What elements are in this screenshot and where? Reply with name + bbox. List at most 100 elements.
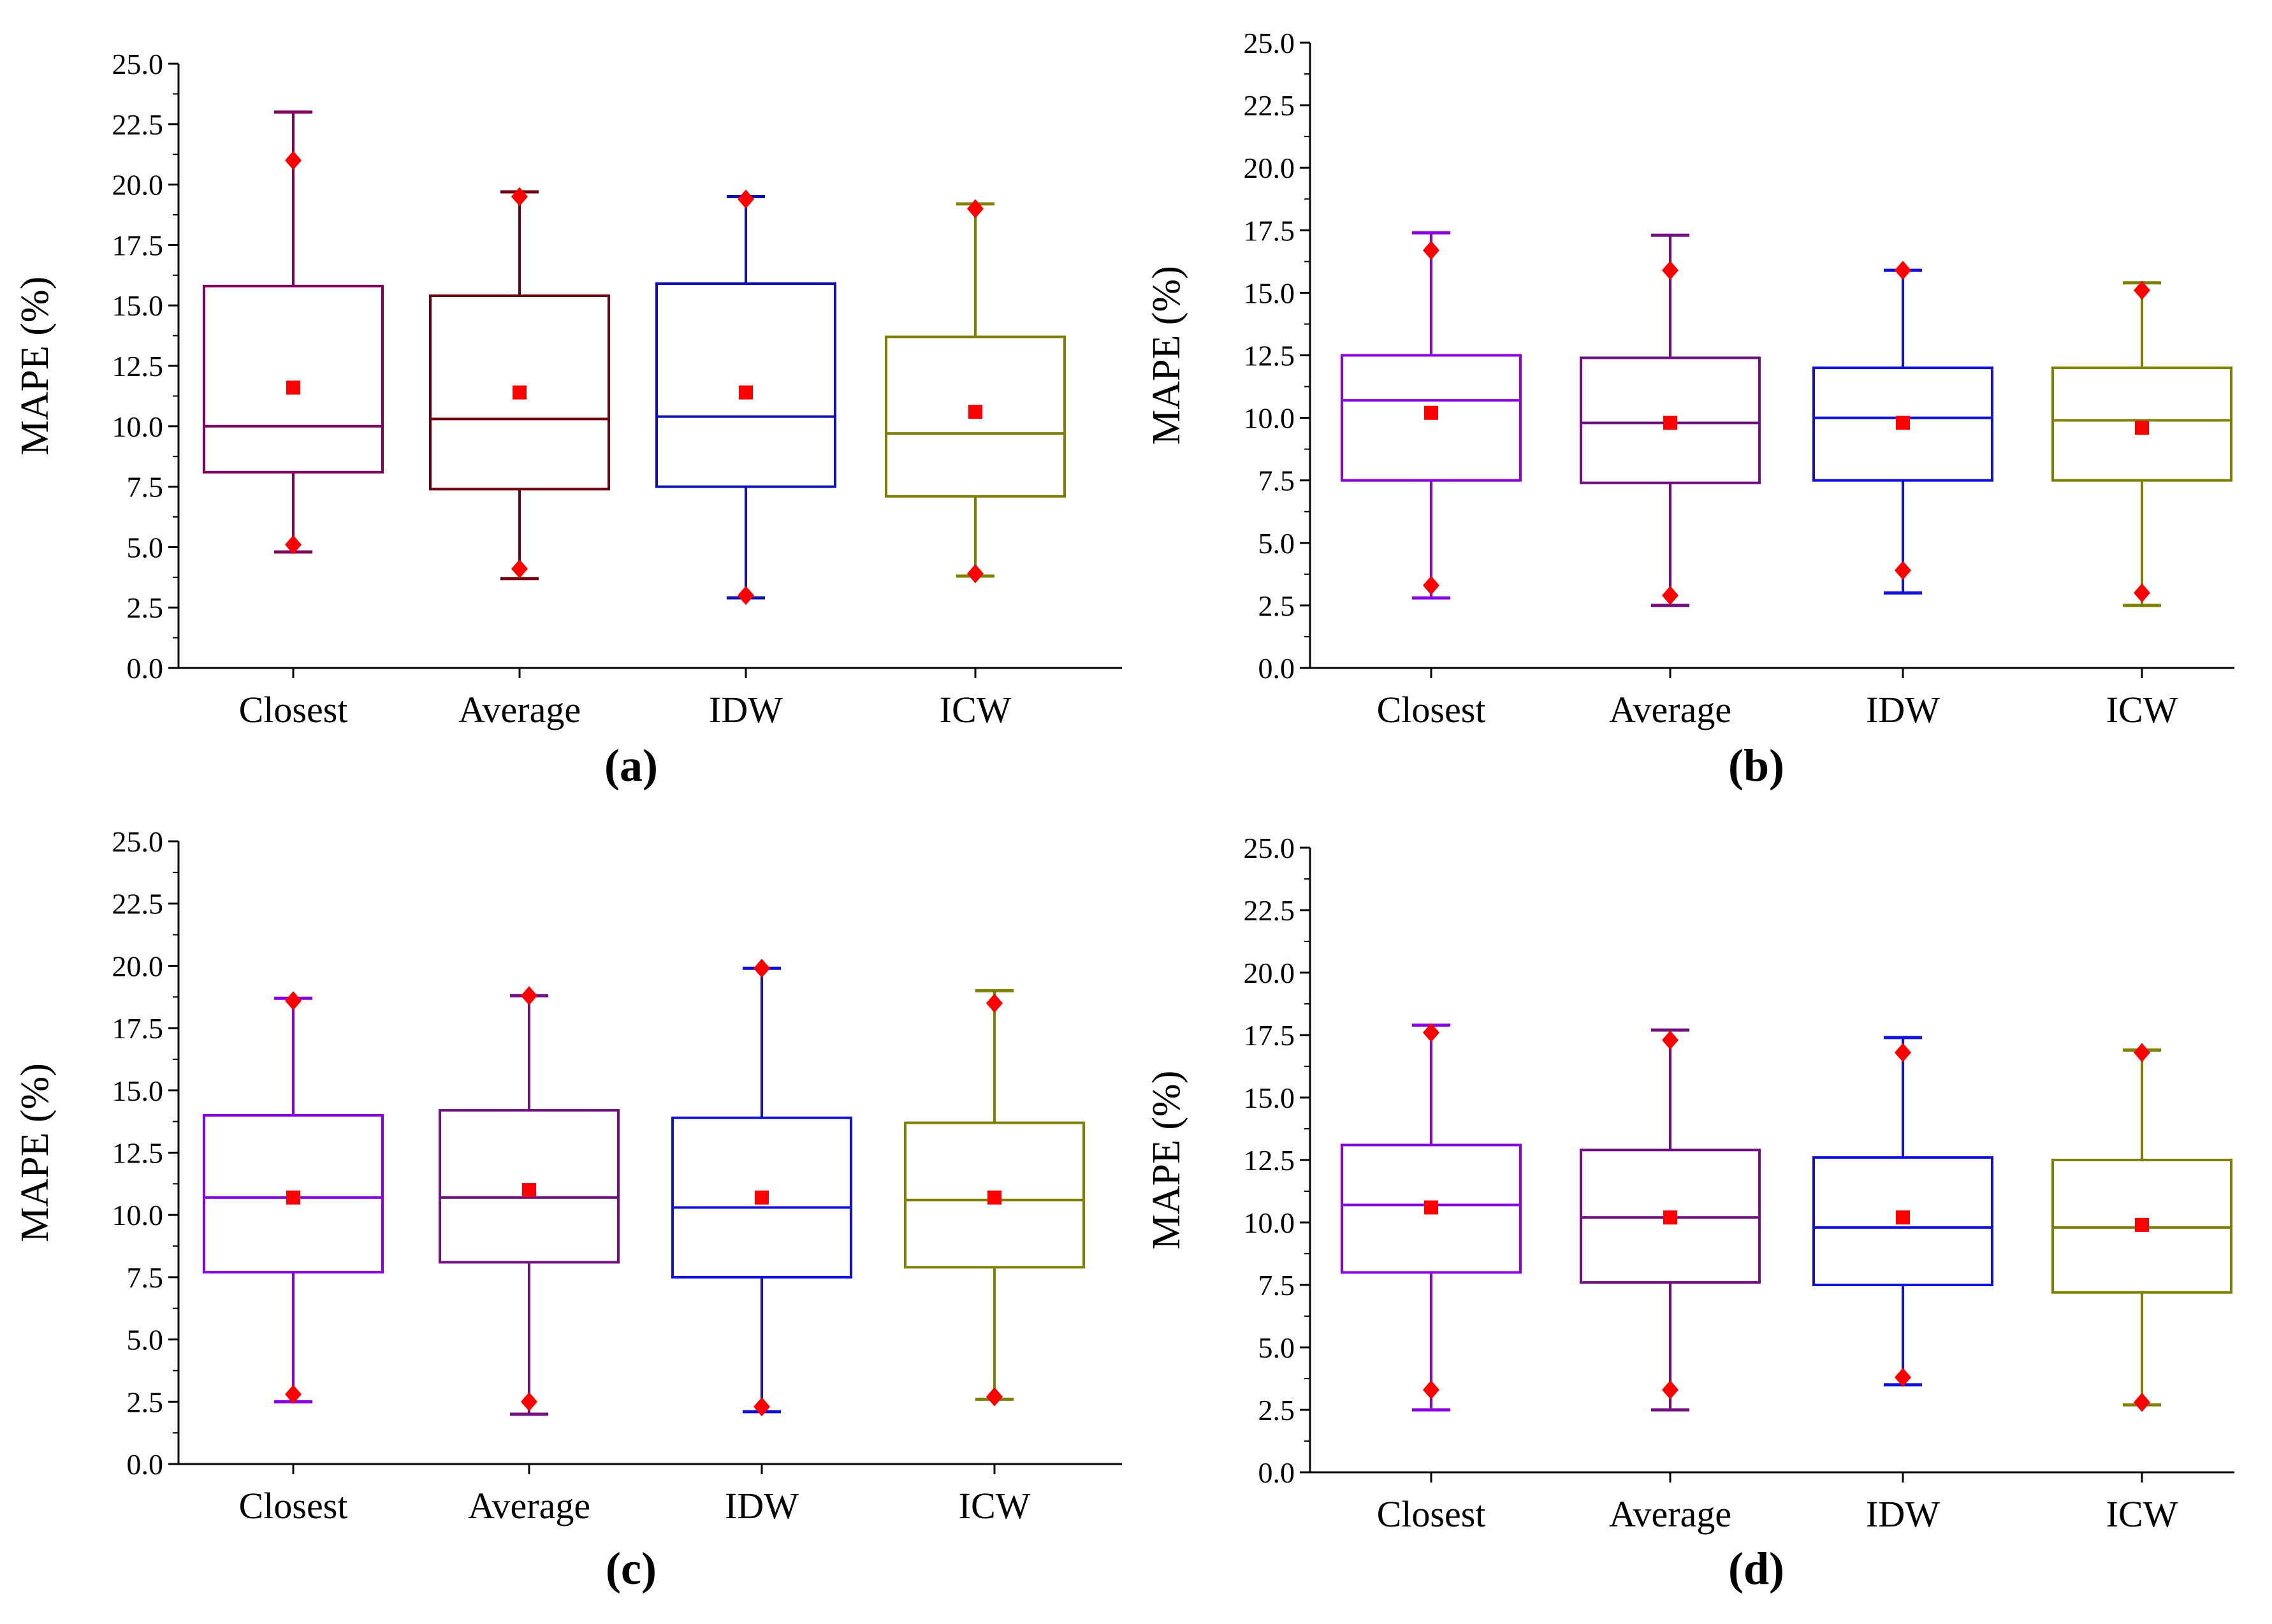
min-marker bbox=[1662, 586, 1679, 605]
max-marker bbox=[1662, 261, 1679, 280]
min-marker bbox=[986, 1387, 1003, 1407]
max-marker bbox=[2134, 1043, 2150, 1062]
y-tick-label: 2.5 bbox=[127, 591, 164, 624]
box-idw: IDW bbox=[655, 189, 836, 730]
y-tick-label: 20.0 bbox=[112, 950, 164, 982]
x-tick-label: IDW bbox=[1866, 689, 1940, 730]
min-marker bbox=[511, 559, 528, 579]
y-tick-label: 20.0 bbox=[1244, 957, 1295, 989]
iqr-box bbox=[1812, 1156, 1993, 1286]
y-tick-label: 0.0 bbox=[1258, 652, 1295, 685]
y-tick-label: 7.5 bbox=[127, 471, 164, 504]
min-marker bbox=[1423, 1380, 1439, 1400]
x-tick-label: Average bbox=[468, 1485, 590, 1526]
iqr-box bbox=[1580, 356, 1761, 484]
x-tick-label: Closest bbox=[239, 689, 348, 730]
box-closest: Closest bbox=[203, 110, 384, 730]
panel-label: (a) bbox=[604, 740, 658, 791]
iqr-box bbox=[429, 294, 610, 491]
box-closest: Closest bbox=[1341, 231, 1522, 730]
y-tick-label: 10.0 bbox=[112, 1199, 164, 1231]
iqr-box bbox=[904, 1121, 1085, 1269]
mean-marker bbox=[739, 385, 753, 400]
x-tick-label: Closest bbox=[1377, 689, 1486, 730]
max-marker bbox=[285, 150, 302, 170]
max-marker bbox=[1895, 261, 1911, 280]
iqr-box bbox=[1341, 1143, 1522, 1274]
panel-c: 0.0 2.5 5.0 7.5 10.0 12.5 15.0 17.5 20.0 22.5 25.0… bbox=[13, 825, 1122, 1594]
max-marker bbox=[1895, 1043, 1911, 1062]
panel-label: (c) bbox=[606, 1543, 657, 1594]
x-tick-label: ICW bbox=[2106, 689, 2178, 730]
min-marker bbox=[2134, 583, 2150, 603]
panel-label: (d) bbox=[1728, 1543, 1784, 1594]
mean-marker bbox=[1663, 416, 1677, 430]
x-tick-label: IDW bbox=[709, 689, 783, 730]
y-tick-label: 22.5 bbox=[112, 108, 164, 141]
box-average: Average bbox=[439, 986, 620, 1526]
y-tick-label: 7.5 bbox=[1258, 465, 1295, 497]
max-marker bbox=[986, 994, 1003, 1013]
iqr-box bbox=[203, 1113, 384, 1274]
box-average: Average bbox=[1580, 1028, 1761, 1535]
iqr-box bbox=[439, 1109, 620, 1264]
y-tick-label: 25.0 bbox=[112, 825, 164, 858]
y-tick-label: 17.5 bbox=[1244, 1019, 1295, 1052]
x-tick-label: ICW bbox=[959, 1485, 1031, 1526]
y-tick-label: 10.0 bbox=[1244, 1207, 1295, 1239]
y-axis-title: MAPE (%) bbox=[1145, 1071, 1188, 1250]
box-average: Average bbox=[429, 187, 610, 730]
mean-marker bbox=[513, 385, 527, 400]
iqr-box bbox=[1341, 354, 1522, 482]
min-marker bbox=[1423, 576, 1439, 595]
iqr-box bbox=[203, 284, 384, 474]
max-marker bbox=[738, 189, 754, 209]
y-tick-label: 20.0 bbox=[112, 169, 164, 201]
y-tick-label: 17.5 bbox=[112, 1012, 164, 1045]
x-tick-label: Average bbox=[1609, 1493, 1731, 1535]
x-tick-label: Closest bbox=[239, 1485, 348, 1526]
x-tick-label: Average bbox=[1609, 689, 1731, 730]
max-marker bbox=[2134, 280, 2150, 300]
y-tick-label: 12.5 bbox=[112, 350, 164, 382]
y-tick-label: 5.0 bbox=[1258, 1331, 1295, 1364]
y-tick-label: 17.5 bbox=[112, 229, 164, 261]
max-marker bbox=[285, 991, 302, 1011]
min-marker bbox=[1895, 560, 1911, 580]
y-tick-label: 5.0 bbox=[127, 531, 164, 563]
max-marker bbox=[967, 199, 984, 219]
y-tick-label: 12.5 bbox=[1244, 340, 1295, 372]
max-marker bbox=[754, 959, 770, 978]
x-tick-label: Average bbox=[458, 689, 581, 730]
y-tick-label: 12.5 bbox=[112, 1137, 164, 1170]
y-tick-label: 10.0 bbox=[112, 410, 164, 443]
max-marker bbox=[511, 187, 528, 207]
iqr-box bbox=[671, 1116, 852, 1279]
y-tick-label: 12.5 bbox=[1244, 1144, 1295, 1177]
max-marker bbox=[1423, 240, 1439, 260]
y-tick-label: 2.5 bbox=[127, 1386, 164, 1418]
panel-a: 0.0 2.5 5.0 7.5 10.0 12.5 15.0 17.5 20.0 22.5 25.0… bbox=[13, 48, 1122, 791]
y-tick-label: 25.0 bbox=[1244, 832, 1295, 864]
y-tick-label: 2.5 bbox=[1258, 1394, 1295, 1426]
iqr-box bbox=[885, 335, 1066, 498]
box-idw: IDW bbox=[1812, 1036, 1993, 1535]
mean-marker bbox=[1424, 1200, 1438, 1215]
min-marker bbox=[285, 1384, 302, 1404]
min-marker bbox=[738, 586, 754, 605]
mean-marker bbox=[1896, 1210, 1910, 1225]
y-tick-label: 0.0 bbox=[1258, 1456, 1295, 1489]
y-tick-label: 7.5 bbox=[1258, 1269, 1295, 1301]
min-marker bbox=[1662, 1380, 1679, 1400]
x-tick-label: IDW bbox=[1866, 1493, 1940, 1535]
y-tick-label: 17.5 bbox=[1244, 214, 1295, 247]
box-icw: ICW bbox=[2051, 1043, 2232, 1535]
y-tick-label: 7.5 bbox=[127, 1261, 164, 1294]
box-idw: IDW bbox=[1812, 261, 1993, 730]
max-marker bbox=[1662, 1030, 1679, 1050]
y-tick-label: 2.5 bbox=[1258, 590, 1295, 622]
max-marker bbox=[1423, 1023, 1439, 1043]
y-axis-title: MAPE (%) bbox=[13, 1063, 57, 1242]
y-tick-label: 5.0 bbox=[1258, 527, 1295, 560]
y-axis-title: MAPE (%) bbox=[13, 277, 57, 456]
